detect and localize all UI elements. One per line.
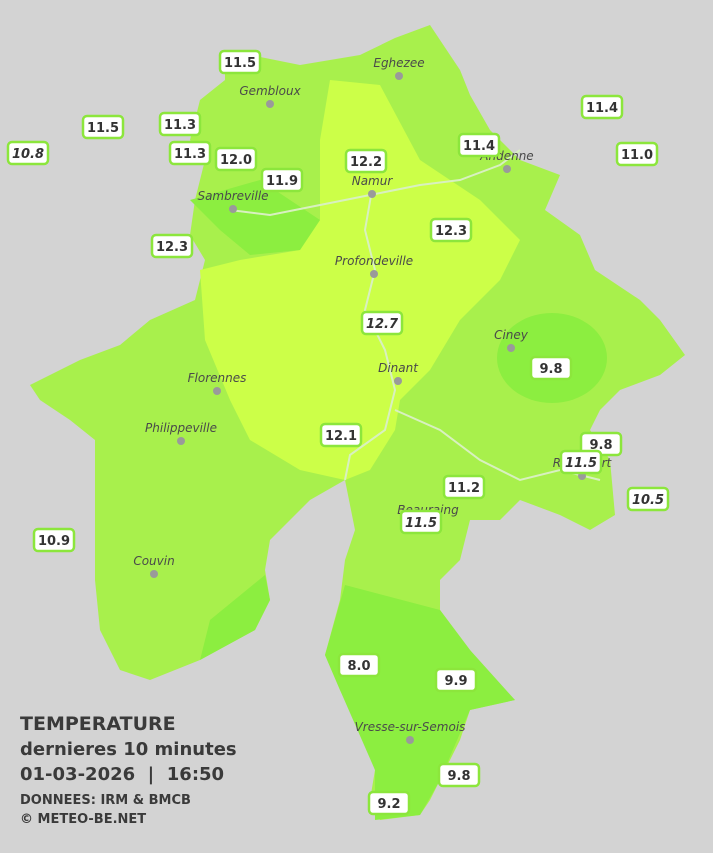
city-name: Namur xyxy=(352,174,394,188)
city-name: Dinant xyxy=(378,361,419,375)
temperature-box xyxy=(442,474,486,500)
temperature-box xyxy=(626,486,670,512)
copyright: © METEO-BE.NET xyxy=(20,812,146,827)
temperature: 11.5 xyxy=(224,56,256,71)
temperature: 11.3 xyxy=(164,118,196,133)
temperature-box xyxy=(437,762,481,788)
temperature-box xyxy=(260,167,304,193)
cool-zone xyxy=(190,180,320,255)
cool-zone xyxy=(325,585,515,820)
temperature: 12.3 xyxy=(156,240,188,255)
temperature: 11.4 xyxy=(463,139,495,154)
temperature-box xyxy=(6,140,50,166)
city-dot xyxy=(370,270,378,278)
temperature: 12.1 xyxy=(325,429,357,444)
temperature-box xyxy=(158,111,202,137)
city-name: Vresse-sur-Semois xyxy=(355,720,466,734)
datetime: 01-03-2026 | 16:50 xyxy=(20,764,224,785)
city-dot xyxy=(229,205,237,213)
city-name: Profondeville xyxy=(335,254,413,268)
temperature: 9.2 xyxy=(377,797,400,812)
temperature-box xyxy=(360,310,404,336)
temperature: 10.8 xyxy=(12,147,44,162)
city-dot xyxy=(368,190,376,198)
temperature: 12.3 xyxy=(435,224,467,239)
city-name: Florennes xyxy=(188,371,247,385)
city-dot xyxy=(213,387,221,395)
city-dot xyxy=(177,437,185,445)
temperature: 12.7 xyxy=(366,317,399,332)
city-dot xyxy=(266,100,274,108)
temperature: 12.0 xyxy=(220,153,252,168)
warm-zone xyxy=(200,80,520,480)
temperature-box xyxy=(81,114,125,140)
city-dot xyxy=(503,165,511,173)
temperature-box xyxy=(580,94,624,120)
temperature: 9.8 xyxy=(589,438,612,453)
temperature-box xyxy=(429,217,473,243)
city-dot xyxy=(507,344,515,352)
temperature: 12.2 xyxy=(350,155,382,170)
temperature: 9.8 xyxy=(539,362,562,377)
city-name: Philippeville xyxy=(145,421,217,435)
temperature: 11.2 xyxy=(448,481,480,496)
temperature: 11.5 xyxy=(87,121,119,136)
temperature-box xyxy=(559,449,603,475)
temperature-box xyxy=(529,355,573,381)
city-name: Gembloux xyxy=(239,84,301,98)
temperature: 10.5 xyxy=(632,493,664,508)
temperature: 9.8 xyxy=(447,769,470,784)
temperature-box xyxy=(344,148,388,174)
cool-zone xyxy=(200,575,270,660)
temperature-box xyxy=(337,652,381,678)
river xyxy=(229,149,521,217)
city-dot xyxy=(150,570,158,578)
temperature: 10.9 xyxy=(38,534,70,549)
city-dot xyxy=(406,736,414,744)
temperature: 11.9 xyxy=(266,174,298,189)
subtitle: dernieres 10 minutes xyxy=(20,739,237,760)
temperature-box xyxy=(367,790,411,816)
temperature: 11.5 xyxy=(565,456,597,471)
city-name: Ciney xyxy=(494,328,529,342)
temperature: 11.4 xyxy=(586,101,618,116)
temperature: 8.0 xyxy=(347,659,370,674)
temperature-box xyxy=(434,667,478,693)
river xyxy=(344,189,397,481)
temperature-box xyxy=(399,509,443,535)
city-dot xyxy=(394,377,402,385)
temperature: 11.0 xyxy=(621,148,653,163)
title: TEMPERATURE xyxy=(20,713,176,735)
temperature-box xyxy=(218,49,262,75)
temperature: 11.5 xyxy=(405,516,437,531)
temperature-box xyxy=(150,233,194,259)
temperature: 11.3 xyxy=(174,147,206,162)
temperature: 9.9 xyxy=(444,674,467,689)
temperature-box xyxy=(214,146,258,172)
temperature-box xyxy=(615,141,659,167)
city-name: Sambreville xyxy=(197,189,268,203)
city-name: Eghezee xyxy=(373,56,424,70)
temperature-box xyxy=(457,132,501,158)
city-name: Couvin xyxy=(133,554,174,568)
temperature-box xyxy=(319,422,363,448)
source: DONNEES: IRM & BMCB xyxy=(20,793,191,808)
temperature-box xyxy=(32,527,76,553)
city-dot xyxy=(395,72,403,80)
temperature-box xyxy=(168,140,212,166)
